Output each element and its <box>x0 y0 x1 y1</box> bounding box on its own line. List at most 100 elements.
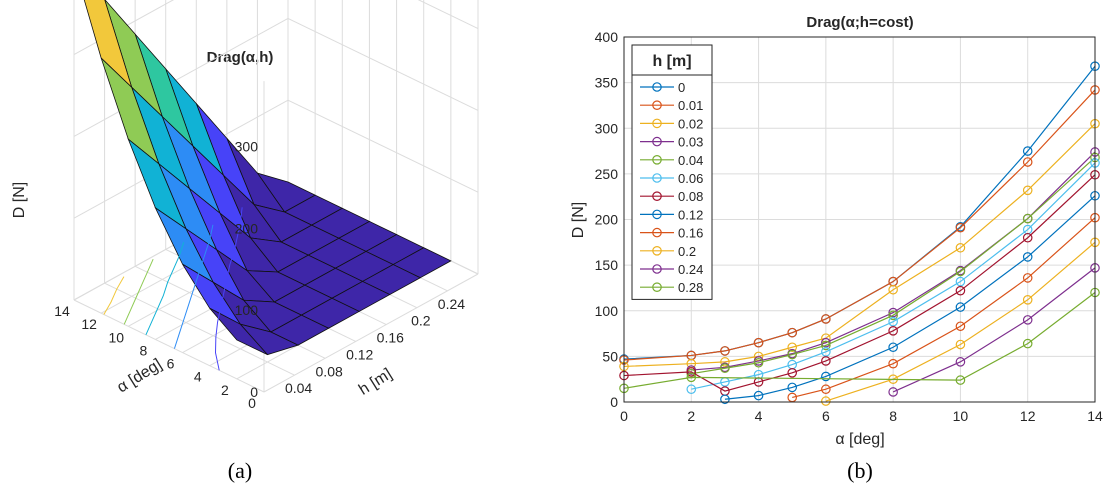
legend-entry: 0.28 <box>678 280 703 295</box>
legend-marker <box>652 246 662 256</box>
caption-a: (a) <box>228 458 252 483</box>
series-marker <box>955 339 966 350</box>
legend-entry: 0.12 <box>678 207 703 222</box>
surface-z-ticks: 0 100 200 300 <box>235 139 259 400</box>
series-marker <box>787 367 798 378</box>
series-marker <box>753 357 764 368</box>
series-marker <box>686 384 697 395</box>
series-marker <box>888 310 898 321</box>
series-0.24 <box>888 263 1100 397</box>
x-tick-label: 10 <box>953 408 969 424</box>
series-marker <box>955 276 966 287</box>
series-line <box>724 195 1096 400</box>
legend-marker <box>652 209 662 220</box>
contour-line <box>173 224 214 349</box>
series-line <box>825 241 1096 402</box>
line-chart-series <box>619 61 1100 406</box>
contour-line <box>145 242 185 336</box>
series-marker <box>888 316 898 327</box>
line-chart-axes-box <box>623 36 1096 403</box>
x-tick-label: 4 <box>755 408 763 424</box>
legend-marker <box>652 227 662 238</box>
x-tick-label: 0 <box>620 408 628 424</box>
alpha-tick-label: 4 <box>194 369 202 385</box>
series-marker <box>955 222 966 233</box>
z-tick-label: 200 <box>235 220 259 236</box>
surface-h-ticks: 0.040.080.120.16 0.2 0.24 <box>285 296 465 396</box>
z-tick-label: 0 <box>250 384 258 400</box>
y-tick-label: 250 <box>595 166 619 182</box>
back-wall-grid-line <box>73 17 289 137</box>
series-marker <box>888 284 898 295</box>
line-chart: Drag(α;h=cost) 0 2 4 6 8 10 12 14 0 50 100 150 200 2… <box>570 14 1103 448</box>
y-tick-label: 350 <box>595 75 619 91</box>
line-chart-title: Drag(α;h=cost) <box>806 14 913 31</box>
series-marker <box>753 390 764 401</box>
series-marker <box>720 346 730 356</box>
x-tick-label: 6 <box>822 408 830 424</box>
legend-entry: 0.02 <box>678 116 703 131</box>
legend-marker <box>652 136 662 147</box>
series-marker <box>787 327 798 338</box>
h-tick-label: 0.04 <box>285 380 312 396</box>
series-0.08 <box>619 169 1100 396</box>
surface-h-label: h [m] <box>356 366 395 399</box>
series-marker <box>821 396 831 406</box>
h-tick-label: 0.2 <box>411 313 431 329</box>
y-tick-label: 300 <box>595 120 619 136</box>
legend-marker <box>652 264 662 274</box>
legend-marker <box>652 100 662 110</box>
series-marker <box>787 382 798 393</box>
line-chart-y-label: D [N] <box>570 202 587 238</box>
contour-line <box>103 276 125 315</box>
series-marker <box>821 337 831 348</box>
legend-marker <box>652 82 662 92</box>
series-marker <box>1022 294 1033 305</box>
alpha-tick-label: 14 <box>54 303 70 319</box>
series-marker <box>821 356 831 366</box>
series-marker <box>1022 232 1033 243</box>
h-tick-label: 0.16 <box>377 330 404 346</box>
series-marker <box>686 372 697 383</box>
legend-entry: 0.24 <box>678 262 703 277</box>
series-marker <box>753 369 764 380</box>
series-marker <box>821 347 831 357</box>
series-line <box>691 157 1096 375</box>
x-tick-label: 14 <box>1087 408 1103 424</box>
series-line <box>623 292 1096 389</box>
h-tick-label: 0.08 <box>316 363 343 379</box>
series-marker <box>753 337 764 348</box>
series-marker <box>955 266 966 277</box>
series-0.06 <box>686 158 1100 395</box>
line-chart-legend: h [m] 0 0.01 0.02 0.03 0.04 0.06 0.08 0.12 0.16 0.… <box>631 44 713 300</box>
y-tick-label: 200 <box>595 212 619 228</box>
surface-chart-title: Drag(α,h) <box>207 49 274 66</box>
series-marker <box>888 358 898 369</box>
series-marker <box>955 242 966 253</box>
contour-line <box>214 207 243 371</box>
series-marker <box>821 371 831 382</box>
series-0.01 <box>619 85 1100 365</box>
surface-mesh <box>83 0 452 356</box>
line-chart-y-ticks: 0 50 100 150 200 250 300 350 400 <box>595 29 619 410</box>
x-tick-label: 12 <box>1020 408 1036 424</box>
series-marker <box>1022 338 1033 349</box>
series-line <box>892 267 1096 393</box>
series-marker <box>955 302 966 312</box>
series-marker <box>720 357 730 367</box>
series-marker <box>888 326 898 336</box>
alpha-tick-label: 8 <box>140 342 148 358</box>
legend-title: h [m] <box>652 53 691 70</box>
legend-entry: 0 <box>678 80 685 95</box>
series-marker <box>686 367 697 377</box>
caption-b: (b) <box>847 458 873 483</box>
series-marker <box>1022 213 1033 224</box>
legend-entry: 0.08 <box>678 189 703 204</box>
h-tick-label: 0.24 <box>438 296 465 312</box>
legend-entry: 0.16 <box>678 226 703 241</box>
alpha-tick-label: 2 <box>221 382 229 398</box>
y-tick-label: 50 <box>602 348 618 364</box>
series-marker <box>1022 273 1033 283</box>
series-line <box>623 89 1096 361</box>
legend-marker <box>652 282 662 292</box>
